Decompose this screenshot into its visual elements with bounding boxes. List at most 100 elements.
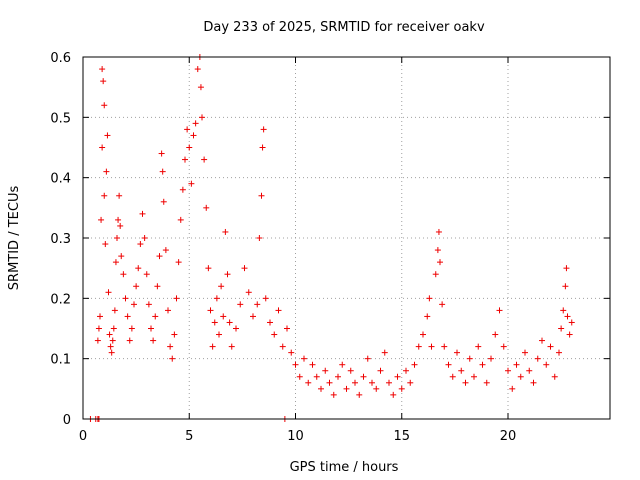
data-point bbox=[432, 271, 439, 278]
data-point bbox=[114, 235, 120, 241]
data-point bbox=[466, 355, 473, 362]
chart-title: Day 233 of 2025, SRMTID for receiver oak… bbox=[203, 20, 485, 35]
data-point bbox=[526, 367, 533, 374]
data-point bbox=[182, 156, 188, 163]
x-tick-label: 15 bbox=[393, 429, 410, 444]
data-point bbox=[479, 361, 486, 368]
data-point bbox=[435, 228, 442, 235]
data-point bbox=[124, 313, 131, 320]
data-point bbox=[171, 331, 178, 338]
data-point bbox=[279, 343, 286, 350]
data-point bbox=[335, 373, 341, 380]
data-point bbox=[475, 343, 482, 350]
data-point bbox=[213, 295, 220, 302]
data-point bbox=[109, 337, 116, 344]
data-point bbox=[98, 216, 105, 223]
x-axis-label: GPS time / hours bbox=[290, 460, 399, 475]
data-point bbox=[107, 343, 114, 350]
data-point bbox=[492, 331, 499, 338]
x-tick-label: 5 bbox=[185, 429, 193, 444]
data-point bbox=[139, 210, 146, 217]
data-point bbox=[99, 144, 106, 151]
data-point bbox=[128, 325, 135, 332]
data-point bbox=[534, 355, 541, 362]
data-point bbox=[137, 241, 144, 248]
data-point bbox=[117, 222, 124, 229]
data-point bbox=[259, 144, 266, 151]
data-point bbox=[207, 307, 214, 314]
data-point bbox=[563, 265, 570, 272]
data-point bbox=[145, 301, 152, 308]
plot-area-border bbox=[82, 56, 611, 420]
data-point bbox=[262, 295, 269, 302]
data-point bbox=[122, 295, 129, 302]
data-point bbox=[203, 204, 210, 211]
data-point bbox=[105, 289, 112, 296]
data-point bbox=[530, 379, 537, 386]
data-point bbox=[194, 66, 201, 73]
data-point bbox=[539, 337, 545, 344]
data-point bbox=[111, 307, 118, 314]
data-point bbox=[505, 367, 511, 374]
data-point bbox=[218, 283, 225, 290]
data-point bbox=[156, 253, 163, 260]
data-point bbox=[110, 325, 117, 332]
data-point bbox=[426, 295, 433, 302]
data-point bbox=[97, 313, 103, 320]
data-point bbox=[562, 283, 569, 290]
data-point bbox=[394, 373, 401, 380]
data-point bbox=[150, 337, 157, 344]
data-point bbox=[373, 385, 380, 392]
data-point bbox=[428, 343, 435, 350]
data-point bbox=[509, 385, 516, 392]
data-point bbox=[101, 102, 108, 109]
data-point bbox=[173, 295, 180, 302]
data-point bbox=[437, 259, 443, 266]
data-point bbox=[222, 228, 229, 235]
data-point bbox=[313, 373, 320, 380]
data-point bbox=[377, 367, 384, 374]
data-point bbox=[211, 319, 218, 326]
data-point bbox=[133, 283, 140, 290]
data-point bbox=[488, 355, 494, 362]
x-tick-label: 20 bbox=[500, 429, 517, 444]
y-tick-label: 0.2 bbox=[50, 292, 71, 307]
data-point bbox=[152, 313, 159, 320]
data-point bbox=[245, 289, 252, 296]
data-point bbox=[284, 325, 290, 332]
data-point bbox=[177, 216, 184, 223]
data-point bbox=[560, 307, 567, 314]
y-axis-label: SRMTID / TECUs bbox=[7, 186, 22, 291]
data-points bbox=[87, 54, 575, 422]
data-point bbox=[441, 343, 448, 350]
data-point bbox=[398, 385, 405, 392]
data-point bbox=[116, 192, 123, 199]
data-point bbox=[101, 192, 108, 199]
data-point bbox=[233, 325, 239, 332]
data-point bbox=[224, 271, 231, 278]
data-point bbox=[267, 319, 273, 326]
data-point bbox=[517, 373, 524, 380]
data-point bbox=[169, 355, 176, 362]
data-point bbox=[458, 367, 465, 374]
data-point bbox=[483, 379, 490, 386]
data-point bbox=[424, 313, 431, 320]
data-point bbox=[496, 307, 503, 314]
data-point bbox=[454, 349, 460, 356]
data-point bbox=[566, 331, 573, 338]
data-point bbox=[260, 126, 267, 133]
grid-lines bbox=[83, 57, 610, 419]
data-point bbox=[154, 283, 161, 290]
data-point bbox=[411, 361, 418, 368]
data-point bbox=[369, 379, 375, 386]
y-tick-label: 0.5 bbox=[50, 111, 71, 126]
data-point bbox=[94, 337, 101, 344]
data-point bbox=[237, 301, 244, 308]
data-point bbox=[135, 265, 142, 272]
data-point bbox=[99, 66, 106, 73]
data-point bbox=[556, 349, 562, 356]
data-point bbox=[558, 325, 565, 332]
data-point bbox=[190, 132, 197, 139]
data-point bbox=[381, 349, 388, 356]
